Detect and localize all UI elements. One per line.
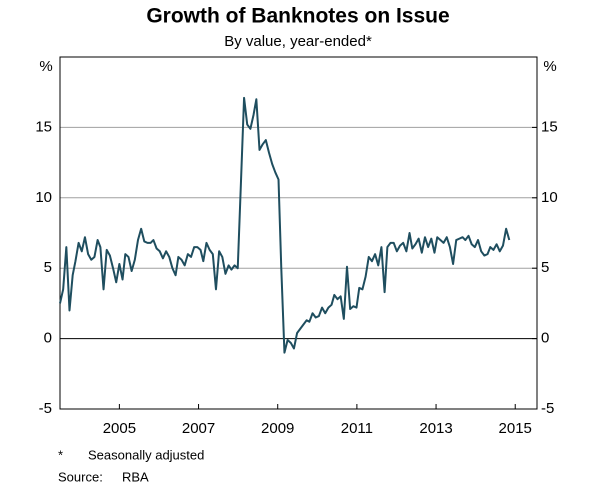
note: Seasonally adjusted — [88, 447, 204, 462]
y2-tick-label: 0 — [541, 330, 549, 347]
x-tick-label: 2011 — [341, 420, 373, 437]
x-tick-label: 2007 — [182, 420, 215, 437]
y2-tick-label: -5 — [541, 400, 554, 417]
y-tick-label: 15 — [35, 118, 52, 135]
y-tick-label: 5 — [44, 259, 52, 276]
source-label: Source: — [58, 469, 103, 484]
y-unit: % — [39, 58, 52, 75]
y2-unit: % — [543, 58, 556, 75]
y-tick-label: 10 — [35, 189, 52, 206]
x-tick-label: 2009 — [261, 420, 294, 437]
y-tick-label: -5 — [39, 400, 52, 417]
data-line — [59, 96, 511, 354]
source: RBA — [122, 469, 149, 484]
y2-tick-label: 5 — [541, 259, 549, 276]
note-marker: * — [58, 447, 63, 462]
chart-title: Growth of Banknotes on Issue — [146, 5, 449, 28]
y-tick-label: 0 — [44, 330, 52, 347]
plot-frame — [59, 56, 538, 410]
x-tick-label: 2005 — [103, 420, 136, 437]
chart-subtitle: By value, year-ended* — [224, 33, 372, 50]
y2-tick-label: 10 — [541, 189, 558, 206]
x-tick-label: 2015 — [499, 420, 532, 437]
x-tick-label: 2013 — [419, 420, 452, 437]
y2-tick-label: 15 — [541, 118, 558, 135]
